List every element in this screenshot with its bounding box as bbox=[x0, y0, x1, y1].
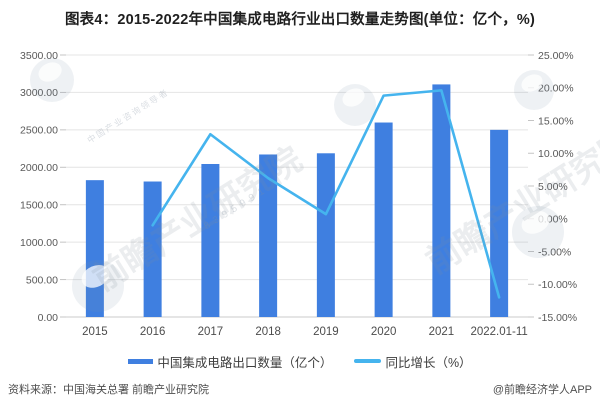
export-volume-bar bbox=[432, 84, 451, 317]
left-axis-tick-label: 1500.00 bbox=[20, 200, 58, 212]
right-axis-tick-label: 15.00% bbox=[538, 115, 574, 127]
right-axis-tick-label: -10.00% bbox=[538, 279, 577, 291]
x-axis-category-label: 2021 bbox=[429, 326, 455, 338]
chart-plot-area: 3500.00 3000.00 2500.00 2000.00 1500.00 1000.… bbox=[0, 42, 600, 344]
line-series-swatch-icon bbox=[354, 359, 382, 363]
bar-series-label: 中国集成电路出口数量（亿个） bbox=[157, 355, 333, 370]
chart-canvas: 3500.00 3000.00 2500.00 2000.00 1500.00 1000.… bbox=[20, 50, 577, 338]
right-axis-tick-label: 20.00% bbox=[538, 83, 574, 95]
left-axis-tick-label: 2000.00 bbox=[20, 162, 58, 174]
right-axis-tick-label: 0.00% bbox=[538, 214, 568, 226]
chart-title: 图表4：2015-2022年中国集成电路行业出口数量走势图(单位：亿个，%) bbox=[64, 12, 536, 28]
left-axis-tick-label: 3000.00 bbox=[20, 87, 58, 99]
chart-footer: 资料来源：中国海关总署 前瞻产业研究院 @前瞻经济学人APP bbox=[0, 383, 600, 397]
chart-legend: 中国集成电路出口数量（亿个） 同比增长（%） bbox=[0, 352, 600, 370]
left-axis-tick-label: 500.00 bbox=[26, 274, 58, 286]
export-volume-bar bbox=[259, 154, 278, 317]
x-axis-category-label: 2022.01-11 bbox=[470, 326, 527, 338]
right-axis-tick-label: -15.00% bbox=[538, 312, 577, 324]
x-axis-category-label: 2017 bbox=[198, 326, 224, 338]
x-axis-category-label: 2015 bbox=[82, 326, 108, 338]
export-volume-bar bbox=[316, 153, 335, 317]
left-axis-tick-label: 1000.00 bbox=[20, 237, 58, 249]
left-axis-tick-label: 0.00 bbox=[38, 312, 59, 324]
right-axis-tick-label: 5.00% bbox=[538, 181, 568, 193]
brand-credit-text: @前瞻经济学人APP bbox=[492, 384, 592, 396]
export-volume-bar bbox=[374, 122, 393, 317]
left-axis-tick-label: 3500.00 bbox=[20, 50, 58, 62]
right-axis-tick-label: -5.00% bbox=[538, 246, 571, 258]
export-volume-bar bbox=[201, 163, 220, 317]
bar-series-swatch-icon bbox=[128, 358, 154, 364]
export-volume-bar bbox=[490, 129, 509, 317]
x-axis-category-label: 2019 bbox=[313, 326, 339, 338]
line-series-label: 同比增长（%） bbox=[385, 355, 472, 370]
x-axis-category-label: 2020 bbox=[371, 326, 397, 338]
yoy-growth-line bbox=[151, 89, 501, 299]
right-axis-tick-label: 10.00% bbox=[538, 148, 574, 160]
x-axis-category-label: 2018 bbox=[255, 326, 281, 338]
x-axis-category-label: 2016 bbox=[140, 326, 166, 338]
export-volume-bar bbox=[143, 181, 162, 317]
legend-item-yoy-growth: 同比增长（%） bbox=[354, 352, 472, 371]
export-volume-bar bbox=[85, 180, 104, 317]
data-source-text: 资料来源：中国海关总署 前瞻产业研究院 bbox=[8, 384, 210, 396]
legend-item-export-volume: 中国集成电路出口数量（亿个） bbox=[128, 352, 332, 371]
right-axis-tick-label: 25.00% bbox=[538, 50, 574, 62]
left-axis-tick-label: 2500.00 bbox=[20, 125, 58, 137]
